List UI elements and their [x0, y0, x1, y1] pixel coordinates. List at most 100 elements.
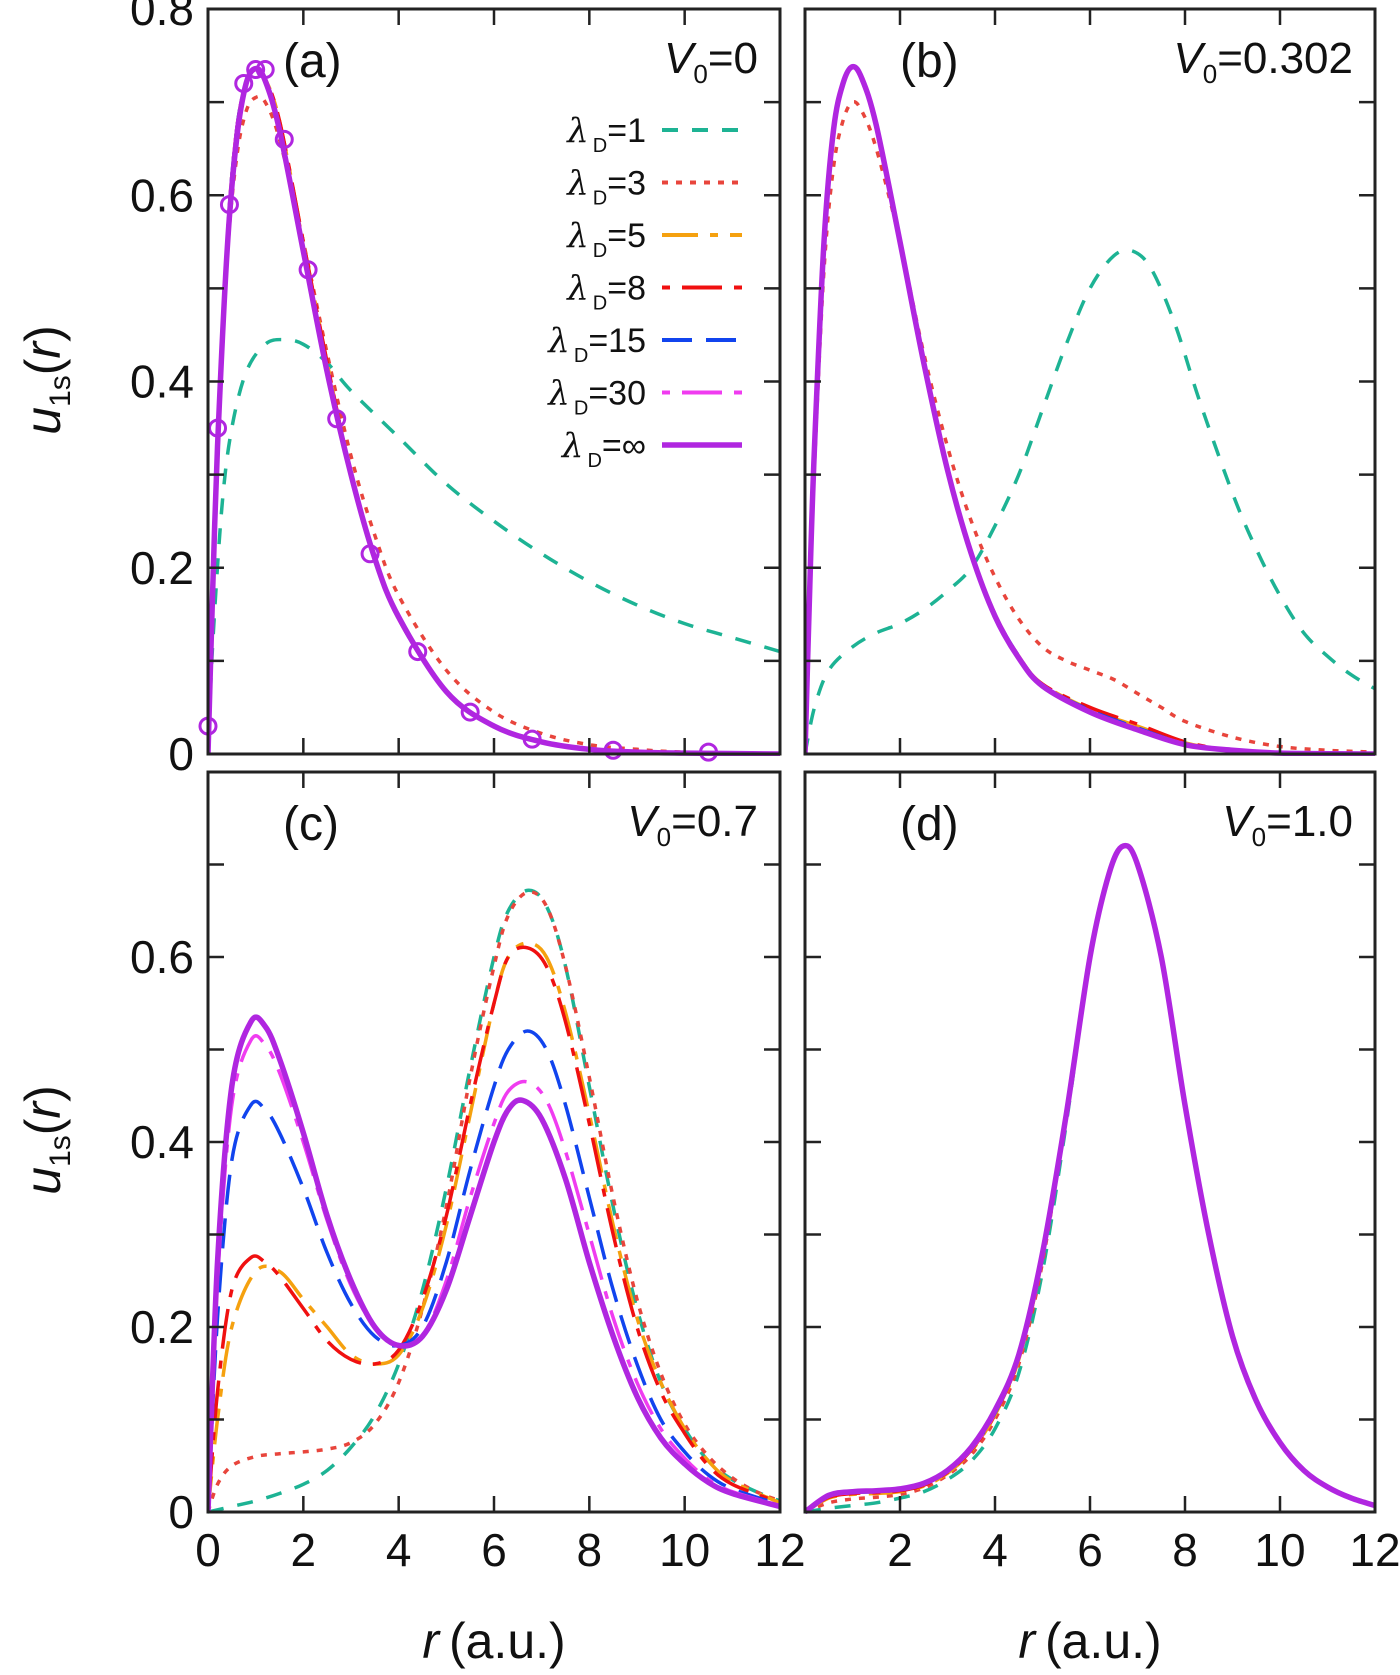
series-group-a — [208, 65, 780, 756]
y-title-arg: r — [15, 340, 71, 359]
marker-a-12 — [522, 729, 542, 749]
series-a-l1 — [208, 337, 780, 755]
marker-a-13 — [603, 740, 623, 760]
v0-label-a: V0=0 — [664, 34, 758, 89]
legend-label-l1: λ D=1 — [565, 111, 646, 157]
ytick-label-a-0.8: 0.8 — [130, 0, 194, 35]
panels-group: 0.8 0.6 0.4 0.2 0 (a) V0=0 (b) V0=0.302 0 2 4 6 8 10 12… — [130, 0, 1400, 1576]
v0-label-b: V0=0.302 — [1173, 34, 1353, 89]
series-b-linf — [805, 63, 1375, 756]
xtick-label-d-10: 10 — [1254, 1524, 1305, 1576]
ytick-label-c-0.6: 0.6 — [130, 931, 194, 983]
ytick-label-a-0.6: 0.6 — [130, 169, 194, 221]
series-b-l5 — [805, 65, 1375, 756]
marker-a-10 — [408, 642, 428, 662]
svg-text:u1s(r): u1s(r) — [15, 325, 77, 434]
series-c-l5 — [208, 941, 780, 1513]
legend-label-l5: λ D=5 — [565, 216, 646, 262]
series-group-d — [805, 842, 1375, 1514]
marker-a-6 — [274, 129, 294, 149]
marker-a-14 — [699, 742, 718, 762]
series-c-l15 — [208, 1029, 780, 1513]
xtick-label-d-4: 4 — [982, 1524, 1008, 1576]
xtick-label-c-4: 4 — [386, 1524, 412, 1576]
marker-a-5 — [255, 60, 275, 80]
legend-label-linf: λ D=∞ — [560, 426, 646, 472]
legend-item-l30: λ D=30 — [546, 374, 742, 420]
marker-a-9 — [360, 544, 380, 564]
ytick-label-a-0.4: 0.4 — [130, 356, 194, 408]
legend-label-l8: λ D=8 — [565, 269, 646, 315]
series-c-l8 — [208, 945, 780, 1513]
series-c-l30 — [208, 1034, 780, 1513]
series-a-l5 — [208, 67, 780, 756]
ytick-label-c-0: 0 — [168, 1486, 194, 1538]
panel-b: (b) V0=0.302 — [803, 7, 1377, 756]
series-d-linf — [805, 842, 1375, 1514]
legend-item-linf: λ D=∞ — [560, 426, 742, 472]
panel-label-d: (d) — [900, 798, 959, 851]
series-b-l1 — [805, 248, 1375, 755]
ytick-label-c-0.2: 0.2 — [130, 1301, 194, 1353]
xtick-label-c-12: 12 — [754, 1524, 805, 1576]
xtick-label-c-2: 2 — [291, 1524, 317, 1576]
marker-a-7 — [298, 260, 318, 280]
xtick-label-c-0: 0 — [195, 1524, 221, 1576]
panel-c: 0 2 4 6 8 10 12 0.6 0.4 0.2 0 (c) V0=0.7 — [130, 770, 806, 1576]
series-group-c — [208, 888, 780, 1514]
legend-label-l30: λ D=30 — [546, 374, 646, 420]
marker-a-1 — [208, 418, 228, 438]
legend-item-l1: λ D=1 — [565, 111, 742, 157]
svg-text:u1s(r): u1s(r) — [15, 1085, 77, 1194]
marker-a-8 — [327, 409, 347, 429]
y-title-main-2: u — [15, 1167, 71, 1195]
y-axis-title-top: u1s(r) — [15, 325, 77, 434]
x-title-var-2: r — [1018, 1613, 1037, 1669]
y-title-arg-2: r — [15, 1100, 71, 1119]
panel-a: 0.8 0.6 0.4 0.2 0 (a) V0=0 — [130, 0, 782, 780]
series-group-b — [805, 63, 1375, 756]
x-axis-title-right: r (a.u.) — [1018, 1613, 1161, 1669]
marker-a-2 — [219, 195, 239, 215]
x-title-unit-2: (a.u.) — [1045, 1613, 1162, 1669]
x-title-var: r — [422, 1613, 441, 1669]
series-c-l1 — [208, 888, 780, 1514]
xtick-label-d-8: 8 — [1172, 1524, 1198, 1576]
series-c-l3 — [208, 890, 780, 1513]
panel-label-a: (a) — [283, 35, 342, 88]
y-title-sub-2: 1s — [44, 1135, 77, 1167]
v0-label-d: V0=1.0 — [1222, 797, 1353, 852]
xtick-label-c-6: 6 — [481, 1524, 507, 1576]
panel-label-c: (c) — [283, 798, 339, 851]
series-a-l15 — [208, 66, 780, 756]
x-title-unit: (a.u.) — [449, 1613, 566, 1669]
xtick-label-d-12: 12 — [1349, 1524, 1400, 1576]
panel-label-b: (b) — [900, 35, 959, 88]
marker-a-4 — [246, 60, 266, 80]
series-b-l3 — [805, 100, 1375, 755]
marker-a-3 — [234, 74, 254, 93]
y-title-sub: 1s — [44, 375, 77, 407]
series-a-l30 — [208, 66, 780, 756]
xtick-label-c-10: 10 — [659, 1524, 710, 1576]
legend-label-l15: λ D=15 — [546, 321, 646, 367]
legend-item-l8: λ D=8 — [565, 269, 742, 315]
series-d-l3 — [805, 843, 1375, 1514]
xtick-label-d-2: 2 — [887, 1524, 913, 1576]
panel-d: 2 4 6 8 10 12 (d) V0=1.0 — [803, 770, 1400, 1576]
series-a-linf — [208, 65, 780, 756]
xtick-label-c-8: 8 — [577, 1524, 603, 1576]
x-axis-title-left: r (a.u.) — [422, 1613, 565, 1669]
series-c-linf — [208, 1014, 780, 1513]
legend-item-l5: λ D=5 — [565, 216, 742, 262]
xtick-label-d-6: 6 — [1077, 1524, 1103, 1576]
series-b-l8 — [805, 65, 1375, 756]
v0-label-c: V0=0.7 — [627, 797, 758, 852]
legend: λ D=1 λ D=3 λ D=5 λ D=8 λ D=15 λ D=30 λ D=∞ — [546, 111, 742, 472]
legend-label-l3: λ D=3 — [565, 164, 646, 210]
frame-b — [803, 7, 1377, 756]
frame-a — [206, 7, 782, 756]
series-a-l8 — [208, 67, 780, 756]
y-title-main: u — [15, 407, 71, 435]
